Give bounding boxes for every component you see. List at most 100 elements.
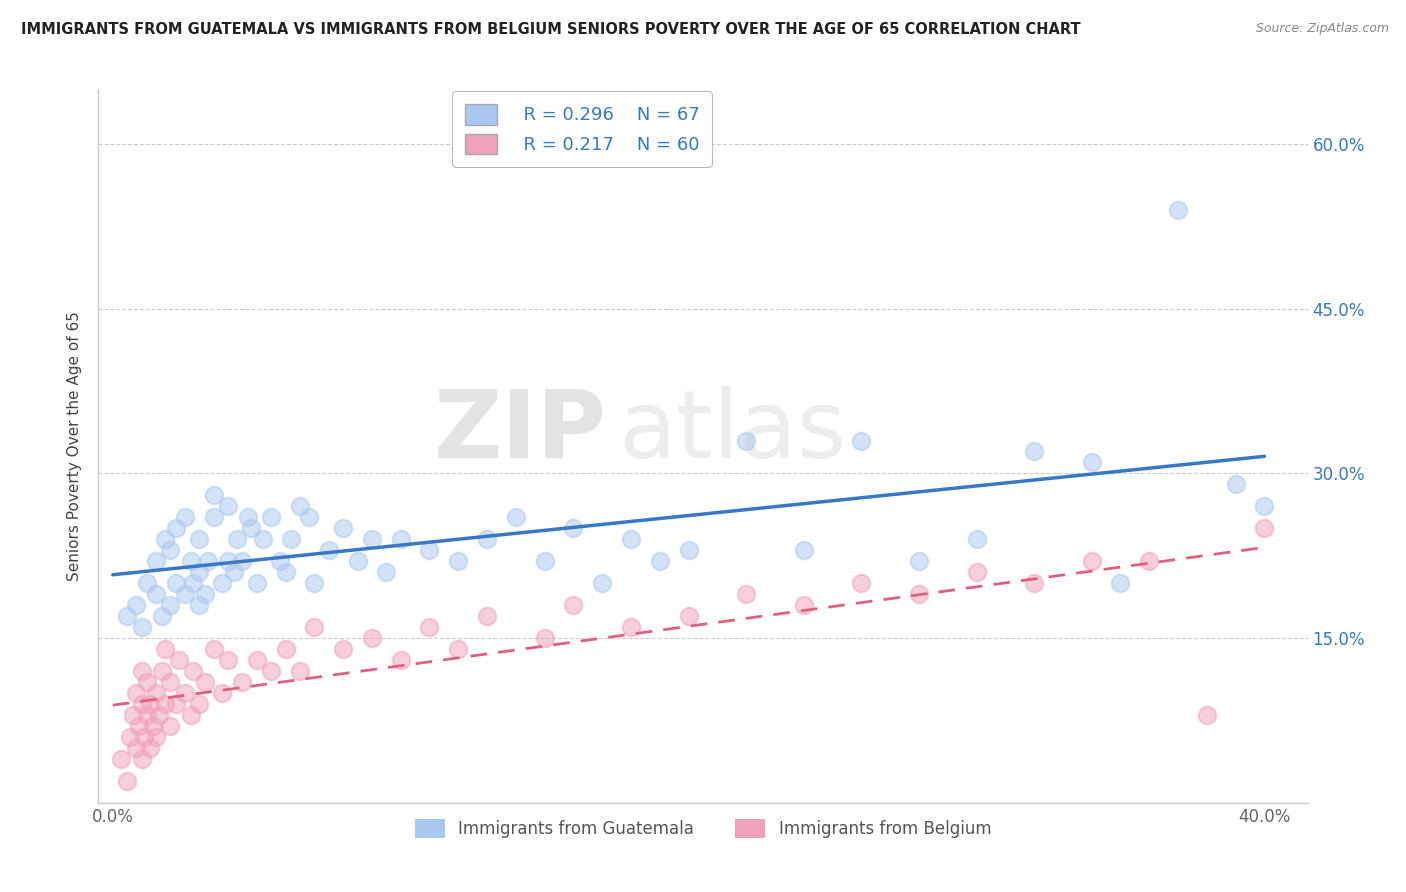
Point (145, 587, 167, 601)
Point (562, 521, 585, 535)
Point (194, 675, 217, 690)
Point (145, 730, 167, 744)
Point (122, 708, 145, 723)
Point (346, 554, 368, 568)
Point (145, 554, 167, 568)
Point (136, 708, 159, 723)
Point (620, 533, 643, 547)
Point (966, 533, 988, 547)
Point (188, 533, 211, 547)
Point (131, 697, 153, 711)
Point (211, 686, 233, 700)
Point (173, 587, 195, 601)
Point (1022, 576, 1045, 591)
Point (1080, 554, 1102, 568)
Point (125, 686, 148, 700)
Point (361, 533, 384, 547)
Point (165, 521, 187, 535)
Point (418, 543, 440, 558)
Point (361, 631, 384, 645)
Y-axis label: Seniors Poverty Over the Age of 65: Seniors Poverty Over the Age of 65 (67, 311, 83, 581)
Point (231, 675, 253, 690)
Point (620, 620, 643, 634)
Point (447, 554, 470, 568)
Point (165, 576, 187, 591)
Point (533, 631, 555, 645)
Point (288, 500, 311, 514)
Point (165, 697, 187, 711)
Point (145, 686, 167, 700)
Text: ZIP: ZIP (433, 385, 606, 478)
Point (153, 642, 176, 657)
Point (269, 554, 291, 568)
Legend: Immigrants from Guatemala, Immigrants from Belgium: Immigrants from Guatemala, Immigrants fr… (408, 812, 998, 845)
Point (188, 566, 211, 580)
Point (180, 708, 202, 723)
Text: Source: ZipAtlas.com: Source: ZipAtlas.com (1256, 22, 1389, 36)
Point (1022, 444, 1045, 458)
Point (447, 642, 470, 657)
Point (475, 609, 498, 624)
Point (131, 664, 153, 678)
Point (851, 576, 873, 591)
Point (150, 609, 173, 624)
Point (159, 719, 181, 733)
Point (131, 752, 153, 766)
Point (1225, 477, 1247, 491)
Point (260, 664, 283, 678)
Point (260, 510, 283, 524)
Point (217, 554, 239, 568)
Point (136, 675, 159, 690)
Point (202, 488, 225, 502)
Point (332, 642, 354, 657)
Point (188, 598, 211, 612)
Point (115, 773, 138, 788)
Point (142, 719, 165, 733)
Point (139, 740, 162, 755)
Point (533, 554, 555, 568)
Point (274, 642, 297, 657)
Point (194, 587, 217, 601)
Point (280, 533, 302, 547)
Point (134, 730, 156, 744)
Point (125, 598, 148, 612)
Point (966, 566, 988, 580)
Point (125, 740, 148, 755)
Point (389, 533, 412, 547)
Point (1080, 455, 1102, 469)
Point (1253, 500, 1275, 514)
Point (389, 653, 412, 667)
Point (562, 598, 585, 612)
Point (332, 521, 354, 535)
Point (246, 576, 269, 591)
Text: IMMIGRANTS FROM GUATEMALA VS IMMIGRANTS FROM BELGIUM SENIORS POVERTY OVER THE AG: IMMIGRANTS FROM GUATEMALA VS IMMIGRANTS … (21, 22, 1081, 37)
Point (222, 566, 245, 580)
Point (1137, 554, 1160, 568)
Point (153, 697, 176, 711)
Point (217, 500, 239, 514)
Point (236, 510, 259, 524)
Point (274, 566, 297, 580)
Point (225, 533, 247, 547)
Point (188, 697, 211, 711)
Point (217, 653, 239, 667)
Point (128, 719, 150, 733)
Point (139, 697, 162, 711)
Point (197, 554, 219, 568)
Point (591, 576, 613, 591)
Point (793, 543, 815, 558)
Point (148, 708, 170, 723)
Point (297, 510, 319, 524)
Point (1253, 521, 1275, 535)
Point (475, 533, 498, 547)
Point (1109, 576, 1132, 591)
Point (678, 609, 700, 624)
Point (211, 576, 233, 591)
Point (173, 686, 195, 700)
Point (180, 554, 202, 568)
Point (648, 554, 671, 568)
Point (159, 598, 181, 612)
Point (418, 620, 440, 634)
Point (375, 566, 398, 580)
Point (120, 730, 142, 744)
